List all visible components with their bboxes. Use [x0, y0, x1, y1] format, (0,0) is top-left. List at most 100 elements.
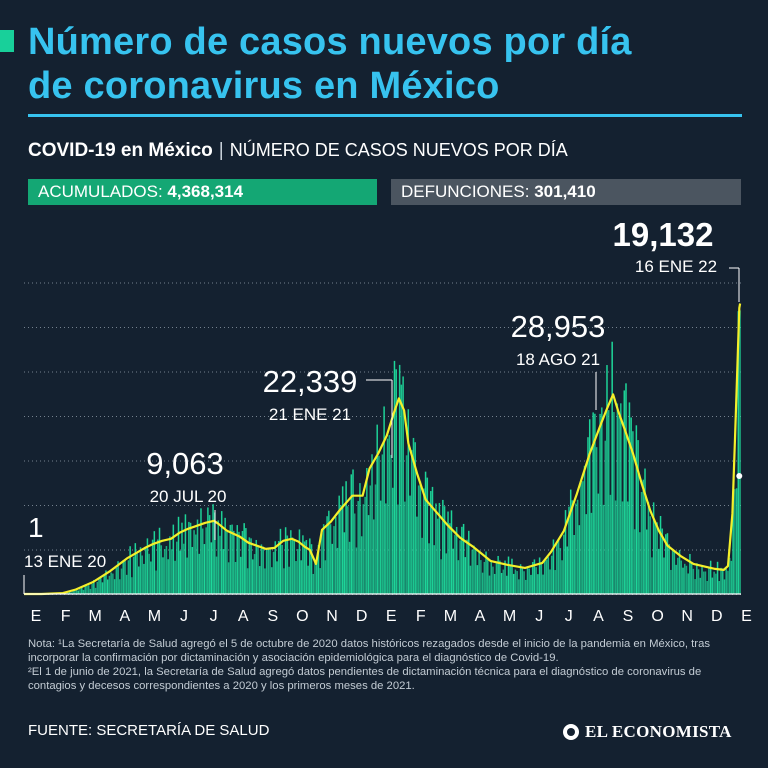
bar [248, 537, 251, 594]
bar [334, 516, 337, 594]
x-tick-label: J [565, 608, 573, 625]
bar [704, 571, 707, 594]
bar [75, 590, 78, 594]
bar [381, 454, 384, 594]
bar [696, 563, 698, 594]
bar [618, 415, 620, 594]
bar [625, 383, 627, 594]
bar [683, 563, 686, 594]
x-tick-label: S [267, 608, 278, 625]
x-tick-label: A [475, 608, 486, 625]
bar [227, 562, 230, 594]
bar [214, 512, 216, 594]
bar [343, 532, 346, 594]
bar [312, 573, 315, 594]
bar [499, 560, 501, 594]
x-tick-label: M [148, 608, 161, 625]
bar [592, 412, 594, 594]
bar [500, 572, 503, 594]
bar [290, 530, 292, 594]
chart-bars [32, 310, 741, 594]
bar [447, 511, 449, 594]
bar [86, 585, 88, 594]
bar [533, 559, 536, 594]
bar [566, 546, 568, 594]
bar [715, 573, 717, 594]
bar [198, 553, 200, 594]
bar [333, 526, 335, 594]
bar [728, 557, 731, 594]
bar [640, 491, 643, 594]
bar [315, 561, 318, 594]
bar [210, 542, 213, 594]
bar [556, 541, 558, 594]
bar [226, 531, 228, 594]
bar [512, 573, 515, 594]
bar [699, 577, 702, 594]
acumulados-box: ACUMULADOS: 4,368,314 [28, 179, 377, 205]
bar [303, 541, 306, 594]
bar [537, 574, 539, 594]
bar [416, 516, 418, 594]
bar [568, 506, 570, 594]
bar [459, 540, 461, 594]
bar [379, 500, 382, 594]
bar [189, 522, 192, 594]
bar [169, 536, 171, 594]
bar [265, 549, 268, 594]
bar [576, 499, 579, 594]
bar [609, 494, 612, 594]
bar [687, 573, 689, 594]
bar [234, 561, 237, 594]
bar [324, 560, 327, 594]
bar [350, 474, 353, 594]
bar [362, 504, 365, 594]
bar [378, 455, 380, 594]
bar [414, 442, 416, 594]
annotation-date: 21 ENE 21 [269, 405, 351, 424]
bar [360, 536, 363, 594]
title-divider [28, 114, 742, 117]
bar [492, 566, 494, 594]
bar [509, 565, 511, 594]
bar [725, 568, 727, 594]
bar [295, 561, 297, 594]
bar [497, 555, 499, 594]
bar [561, 560, 563, 594]
bar [519, 564, 522, 594]
bar [357, 501, 359, 594]
bar [540, 563, 543, 594]
bar [663, 557, 665, 594]
bar [628, 402, 631, 594]
bar [271, 567, 273, 594]
bar [525, 579, 527, 594]
bar [115, 567, 118, 594]
bar [208, 515, 211, 594]
bar [129, 546, 131, 594]
bar [321, 533, 323, 594]
bar [291, 537, 294, 594]
bar [692, 568, 695, 594]
bar [711, 577, 714, 594]
source-label: FUENTE: SECRETARÍA DE SALUD [28, 722, 270, 739]
bar [606, 365, 608, 594]
bar [160, 545, 162, 594]
bar [112, 573, 114, 594]
bar [412, 437, 415, 594]
bar [293, 539, 296, 594]
subtitle-topic: COVID-19 en México [28, 140, 213, 161]
bar [426, 477, 429, 594]
bar [153, 531, 156, 594]
bar [722, 568, 724, 594]
bar [552, 539, 555, 594]
bar [664, 534, 667, 594]
bar [250, 538, 252, 594]
bar [649, 516, 651, 594]
accent-bar [0, 30, 14, 52]
bar [310, 544, 313, 594]
bar [302, 535, 304, 594]
bar [647, 501, 650, 594]
bar [220, 511, 223, 594]
bar [685, 565, 688, 594]
bar [450, 510, 453, 594]
